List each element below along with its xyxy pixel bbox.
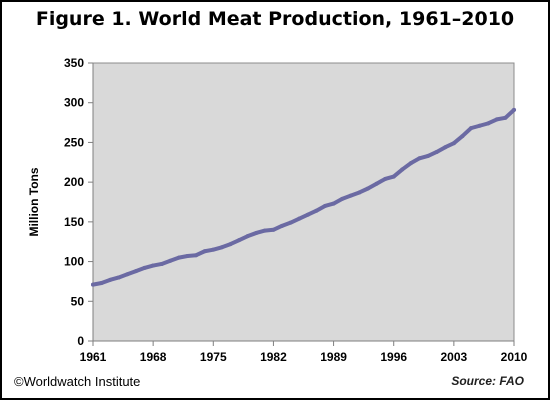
data-point <box>494 117 499 122</box>
data-point <box>168 258 173 263</box>
data-point <box>133 269 138 274</box>
data-point <box>194 253 199 258</box>
data-point <box>443 145 448 150</box>
data-point <box>116 275 121 280</box>
data-point <box>417 156 422 161</box>
data-point <box>228 242 233 247</box>
data-point <box>400 167 405 172</box>
data-point <box>245 234 250 239</box>
y-tick-label: 50 <box>71 294 85 308</box>
data-point <box>185 254 190 259</box>
chart-title: Figure 1. World Meat Production, 1961–20… <box>35 8 515 30</box>
data-point <box>219 245 224 250</box>
copyright-note: ©Worldwatch Institute <box>14 374 141 389</box>
data-point <box>262 228 267 233</box>
x-tick-label: 1961 <box>80 350 107 364</box>
data-point <box>365 186 370 191</box>
data-point <box>288 220 293 225</box>
data-point <box>297 216 302 221</box>
data-point <box>91 282 95 287</box>
data-point <box>460 134 465 139</box>
data-point <box>176 255 181 260</box>
data-point <box>322 203 327 208</box>
data-point <box>340 196 345 201</box>
x-tick-label: 1968 <box>140 350 167 364</box>
data-point <box>503 115 508 120</box>
data-point <box>280 223 285 228</box>
data-point <box>202 249 207 254</box>
data-point <box>271 227 276 232</box>
data-point <box>151 263 156 268</box>
data-point <box>426 153 431 158</box>
x-tick-label: 1975 <box>200 350 227 364</box>
plot-area <box>92 62 515 342</box>
data-point <box>469 126 474 131</box>
y-tick-label: 350 <box>64 56 84 70</box>
data-point <box>125 272 130 277</box>
x-tick-label: 2003 <box>441 350 468 364</box>
series-layer <box>91 107 516 287</box>
data-point <box>374 181 379 186</box>
y-tick-label: 250 <box>64 135 84 149</box>
data-point <box>512 107 516 112</box>
data-point <box>348 193 353 198</box>
y-ticks: 0 50 100 150 200 250 300 350 <box>64 56 93 348</box>
x-tick-label: 2010 <box>501 350 528 364</box>
y-tick-label: 150 <box>64 215 84 229</box>
data-point <box>331 201 336 206</box>
y-tick-label: 0 <box>77 334 84 348</box>
data-point <box>211 247 216 252</box>
data-point <box>237 238 242 243</box>
source-note: Source: FAO <box>451 374 524 388</box>
data-point <box>357 190 362 195</box>
data-point <box>477 123 482 128</box>
data-point <box>108 277 113 282</box>
y-tick-label: 200 <box>64 175 84 189</box>
y-tick-label: 100 <box>64 255 84 269</box>
data-point <box>314 208 319 213</box>
data-point <box>99 281 104 286</box>
data-point <box>159 261 164 266</box>
data-point <box>142 265 147 270</box>
y-tick-label: 300 <box>64 96 84 110</box>
data-point <box>408 161 413 166</box>
data-point <box>383 176 388 181</box>
x-tick-label: 1996 <box>380 350 407 364</box>
data-point <box>486 121 491 126</box>
data-point <box>451 141 456 146</box>
data-point <box>254 230 259 235</box>
y-axis-label: Million Tons <box>27 167 41 236</box>
data-point <box>434 149 439 154</box>
x-tick-label: 1989 <box>320 350 347 364</box>
x-ticks: 1961 1968 1975 1982 1989 1996 2003 2010 <box>80 341 528 364</box>
x-tick-label: 1982 <box>260 350 287 364</box>
data-point <box>391 174 396 179</box>
data-point <box>305 212 310 217</box>
